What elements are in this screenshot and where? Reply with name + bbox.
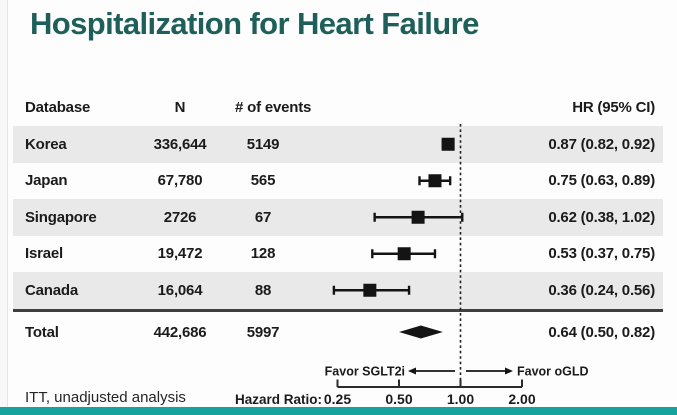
n-cell: 336,644 — [153, 135, 207, 153]
table-row-korea: Korea 336,644 5149 0.87 (0.82, 0.92) — [13, 126, 663, 163]
hr-cell: 0.36 (0.24, 0.56) — [548, 281, 655, 299]
table-row-canada: Canada 16,064 88 0.36 (0.24, 0.56) — [13, 272, 663, 309]
total-separator-line — [13, 309, 663, 312]
n-cell: 442,686 — [153, 323, 207, 341]
axis-tick-label: 1.00 — [447, 391, 474, 407]
left-edge-strip — [0, 0, 8, 415]
n-cell: 16,064 — [157, 281, 203, 299]
favor-right-arrowhead-icon — [505, 367, 513, 375]
table-header-row: Database N # of events HR (95% CI) — [13, 88, 663, 126]
page-title: Hospitalization for Heart Failure — [30, 6, 479, 41]
hr-cell: 0.64 (0.50, 0.82) — [548, 323, 655, 341]
database-cell: Israel — [25, 245, 63, 263]
table-row-singapore: Singapore 2726 67 0.62 (0.38, 1.02) — [13, 199, 663, 236]
footnote: ITT, unadjusted analysis — [25, 389, 186, 406]
n-cell: 2726 — [163, 208, 197, 226]
axis-title: Hazard Ratio: — [235, 392, 322, 407]
axis-tick-label: 2.00 — [508, 391, 535, 407]
table-row-total: Total 442,686 5997 0.64 (0.50, 0.82) — [13, 312, 663, 352]
database-cell: Japan — [25, 172, 68, 190]
events-cell: 128 — [250, 245, 276, 263]
database-cell: Canada — [25, 281, 78, 299]
database-cell: Total — [25, 323, 59, 341]
header-n: N — [174, 98, 186, 116]
header-hr-ci: HR (95% CI) — [572, 98, 655, 116]
events-cell: 88 — [254, 281, 272, 299]
axis-tick-label: 0.25 — [324, 391, 351, 407]
database-cell: Singapore — [25, 208, 97, 226]
table-row-japan: Japan 67,780 565 0.75 (0.63, 0.89) — [13, 163, 663, 200]
hr-cell: 0.87 (0.82, 0.92) — [548, 135, 655, 153]
favor-left-label: Favor SGLT2i — [325, 365, 405, 379]
favor-right-label: Favor oGLD — [517, 365, 589, 379]
header-events: # of events — [235, 98, 312, 116]
hr-cell: 0.75 (0.63, 0.89) — [548, 172, 655, 190]
events-cell: 5149 — [246, 135, 280, 153]
events-cell: 565 — [250, 172, 276, 190]
database-cell: Korea — [25, 135, 67, 153]
header-database: Database — [25, 98, 91, 116]
favor-left-arrowhead-icon — [408, 367, 416, 375]
table-row-israel: Israel 19,472 128 0.53 (0.37, 0.75) — [13, 236, 663, 273]
events-cell: 67 — [254, 208, 272, 226]
hr-cell: 0.62 (0.38, 1.02) — [548, 208, 655, 226]
bottom-accent-bar — [0, 407, 677, 415]
hr-cell: 0.53 (0.37, 0.75) — [548, 245, 655, 263]
events-cell: 5997 — [246, 323, 280, 341]
axis-tick-label: 0.50 — [385, 391, 412, 407]
n-cell: 19,472 — [157, 245, 203, 263]
n-cell: 67,780 — [157, 172, 203, 190]
